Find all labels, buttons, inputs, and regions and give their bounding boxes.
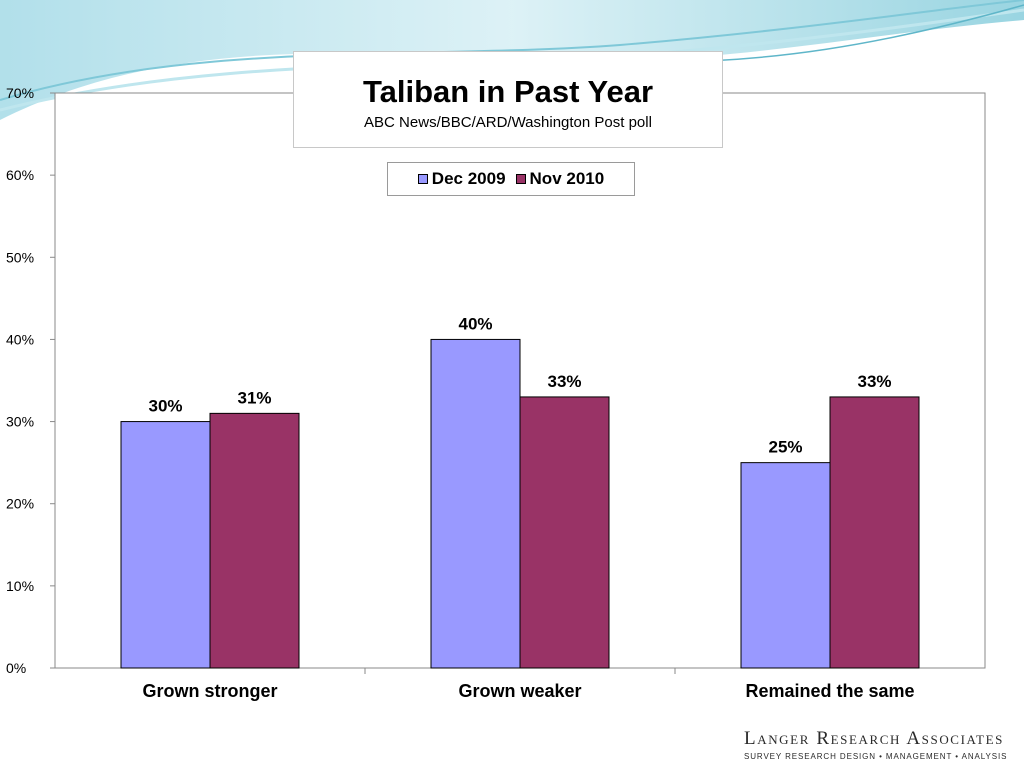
- bar-value-label: 30%: [148, 397, 182, 416]
- legend-swatch-dec-2009: [417, 174, 428, 184]
- logo-tagline: SURVEY RESEARCH DESIGN • MANAGEMENT • AN…: [744, 752, 1008, 761]
- y-tick-label: 70%: [6, 85, 34, 101]
- y-tick-label: 60%: [6, 167, 34, 183]
- chart-subtitle: ABC News/BBC/ARD/Washington Post poll: [364, 114, 652, 131]
- y-tick-label: 0%: [6, 660, 26, 676]
- chart-legend: Dec 2009 Nov 2010: [387, 162, 635, 196]
- chart-title-box: Taliban in Past Year ABC News/BBC/ARD/Wa…: [293, 51, 723, 148]
- bar-value-label: 33%: [857, 372, 891, 391]
- legend-item-dec-2009: Dec 2009: [417, 169, 506, 189]
- x-category-label: Grown weaker: [458, 681, 581, 701]
- chart-title: Taliban in Past Year: [362, 74, 654, 109]
- x-category-label: Grown stronger: [142, 681, 277, 701]
- bar-dec-2009: [740, 462, 831, 669]
- legend-label-dec-2009: Dec 2009: [431, 169, 506, 188]
- bar-value-label: 33%: [547, 372, 581, 391]
- y-tick-label: 40%: [6, 331, 34, 347]
- y-tick-label: 30%: [6, 414, 34, 430]
- bar-value-label: 31%: [237, 388, 271, 407]
- bar-nov-2010: [519, 396, 610, 669]
- y-tick-label: 50%: [6, 249, 34, 265]
- y-tick-label: 20%: [6, 496, 34, 512]
- logo-name: Langer Research Associates: [744, 728, 1004, 749]
- bar-nov-2010: [209, 412, 300, 669]
- legend-label-nov-2010: Nov 2010: [529, 169, 605, 188]
- y-tick-label: 10%: [6, 578, 34, 594]
- bar-value-label: 40%: [458, 314, 492, 333]
- legend-swatch-nov-2010: [515, 174, 526, 184]
- bar-dec-2009: [430, 338, 521, 669]
- bar-value-label: 25%: [768, 438, 802, 457]
- bar-nov-2010: [829, 396, 920, 669]
- x-category-label: Remained the same: [745, 681, 914, 701]
- legend-item-nov-2010: Nov 2010: [515, 169, 605, 189]
- company-logo: Langer Research Associates SURVEY RESEAR…: [744, 728, 1016, 761]
- bar-dec-2009: [120, 421, 211, 669]
